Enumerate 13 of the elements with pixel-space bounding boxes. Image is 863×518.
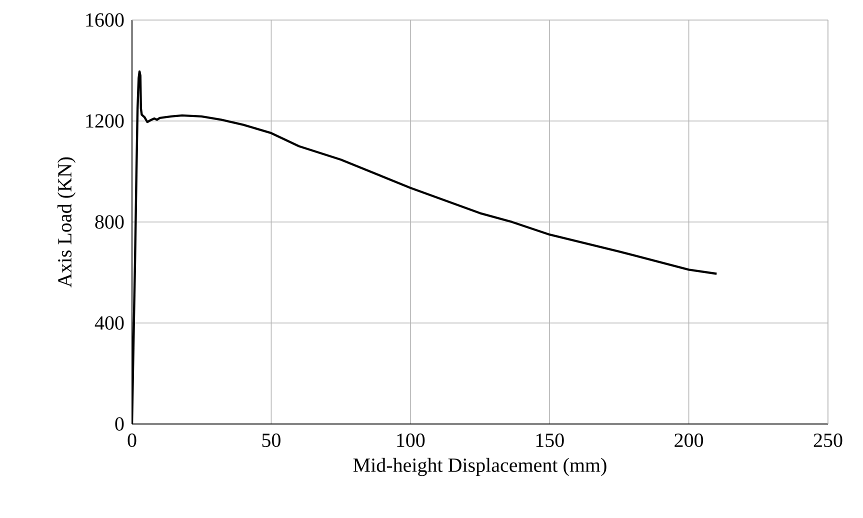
y-tick-label: 400 bbox=[94, 316, 124, 330]
y-axis-title: Axis Load (KN) bbox=[57, 157, 76, 288]
x-tick-label: 100 bbox=[397, 434, 425, 448]
y-tick-label: 800 bbox=[95, 215, 124, 229]
y-tick-label: 1600 bbox=[86, 13, 124, 27]
x-tick-label: 150 bbox=[536, 434, 564, 448]
y-tick-label: 1200 bbox=[86, 114, 124, 128]
x-tick-label: 200 bbox=[674, 434, 704, 448]
x-axis-title: Mid-height Displacement (mm) bbox=[353, 458, 606, 476]
y-tick-label: 0 bbox=[115, 417, 124, 431]
x-tick-label: 250 bbox=[814, 434, 842, 448]
x-tick-label: 50 bbox=[262, 434, 280, 448]
x-tick-label: 0 bbox=[128, 434, 136, 448]
